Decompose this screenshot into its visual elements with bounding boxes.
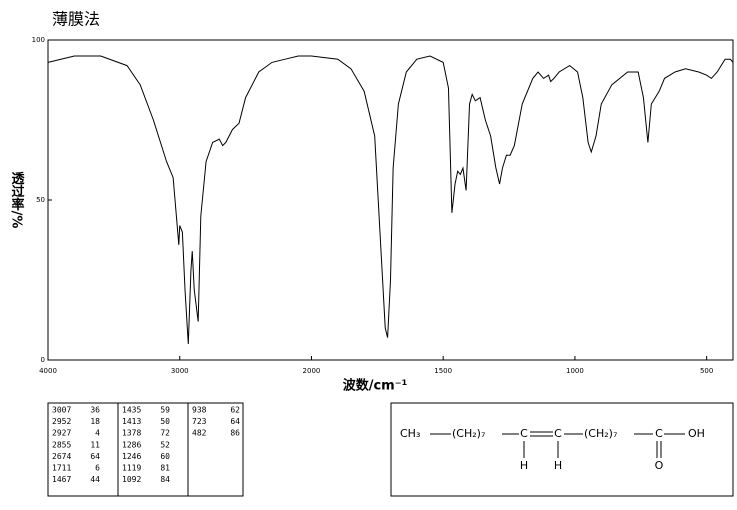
atom-label: (CH₂)₇ [452,427,485,440]
atom-label: (CH₂)₇ [584,427,617,440]
peak-transmittance: 64 [90,452,100,461]
atom-label: C [554,427,562,440]
plot-frame [47,39,734,361]
peak-wavenumber: 1119 [122,464,141,473]
atom-label: H [554,459,562,472]
chart-title: 薄膜法 [52,10,100,29]
peak-transmittance: 6 [95,464,100,473]
y-tick-label: 50 [36,196,45,204]
peak-wavenumber: 2855 [52,440,71,449]
peak-wavenumber: 1092 [122,475,141,484]
peak-wavenumber: 1711 [52,464,71,473]
peak-transmittance: 59 [160,406,170,415]
peak-wavenumber: 723 [192,417,207,426]
x-tick-label: 4000 [39,367,57,375]
peak-transmittance: 4 [95,429,100,438]
peak-transmittance: 62 [230,406,240,415]
peak-wavenumber: 1378 [122,429,141,438]
peak-transmittance: 36 [90,406,100,415]
y-tick-label: 0 [41,356,45,364]
peak-wavenumber: 1467 [52,475,71,484]
peak-wavenumber: 3007 [52,406,71,415]
peak-transmittance: 81 [160,464,170,473]
x-tick-label: 1500 [434,367,452,375]
atom-label: H [520,459,528,472]
peak-transmittance: 52 [160,440,170,449]
atom-label: OH [688,427,705,440]
peak-transmittance: 44 [90,475,100,484]
peak-wavenumber: 1286 [122,440,141,449]
peak-table-frame [47,402,244,497]
peak-wavenumber: 2674 [52,452,71,461]
peak-wavenumber: 1246 [122,452,141,461]
y-tick-label: 100 [32,36,45,44]
peak-transmittance: 86 [230,429,240,438]
structure: CH₃ (CH₂)₇ C C (CH₂)₇ C OH H H O [400,427,705,472]
atom-label: C [520,427,528,440]
peak-wavenumber: 2927 [52,429,71,438]
peak-transmittance: 60 [160,452,170,461]
peak-transmittance: 11 [90,440,100,449]
peak-transmittance: 72 [160,429,170,438]
x-tick-label: 3000 [171,367,189,375]
peak-transmittance: 64 [230,417,240,426]
atom-label: O [655,459,664,472]
peak-transmittance: 50 [160,417,170,426]
peak-transmittance: 84 [160,475,170,484]
structure-frame [390,402,734,497]
peak-wavenumber: 1413 [122,417,141,426]
peak-wavenumber: 482 [192,429,207,438]
peak-wavenumber: 2952 [52,417,71,426]
y-axis-label: 透过率/% [9,172,25,229]
x-tick-label: 500 [700,367,713,375]
peak-transmittance: 18 [90,417,100,426]
x-axis-label: 波数/cm⁻¹ [343,378,408,394]
atom-label: C [655,427,663,440]
peak-wavenumber: 1435 [122,406,141,415]
peak-wavenumber: 938 [192,406,207,415]
atom-label: CH₃ [400,427,420,440]
spectrum-line [47,55,734,345]
x-tick-label: 2000 [303,367,321,375]
x-tick-label: 1000 [566,367,584,375]
